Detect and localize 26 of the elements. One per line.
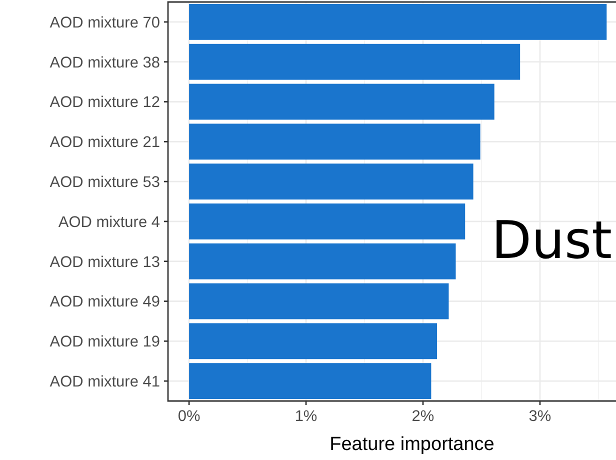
bar [189, 84, 494, 120]
bar [189, 323, 438, 360]
bar [189, 283, 449, 320]
y-tick-label: AOD mixture 21 [50, 134, 160, 152]
y-tick-label: AOD mixture 4 [58, 214, 160, 231]
bar [189, 203, 466, 240]
x-tick-label: 3% [528, 408, 552, 425]
x-axis-title: Feature importance [330, 434, 494, 455]
bar [189, 363, 432, 400]
x-tick-label: 0% [178, 408, 200, 425]
annotation: Dust [492, 211, 612, 271]
y-tick-label: AOD mixture 49 [50, 294, 160, 311]
x-tick-label: 1% [294, 408, 318, 425]
y-tick-label: AOD mixture 38 [50, 54, 160, 72]
bar [189, 243, 456, 280]
bar [189, 4, 607, 40]
y-tick-label: AOD mixture 70 [50, 14, 160, 32]
y-tick-label: AOD mixture 53 [50, 174, 160, 191]
y-tick-label: AOD mixture 41 [50, 373, 160, 390]
y-tick-label: AOD mixture 12 [50, 94, 160, 112]
x-tick-label: 2% [412, 408, 434, 425]
y-tick-label: AOD mixture 19 [50, 334, 160, 351]
bar [189, 124, 480, 160]
bar [189, 44, 520, 80]
y-tick-label: AOD mixture 13 [50, 254, 160, 271]
bar [189, 164, 474, 200]
